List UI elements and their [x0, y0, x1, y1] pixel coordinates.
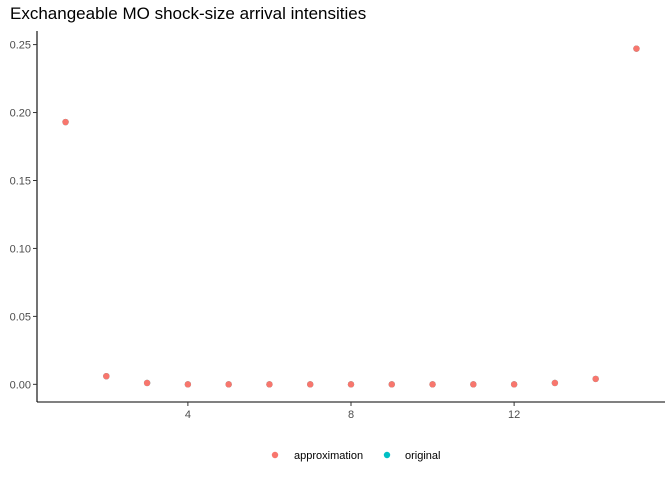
- legend: approximation original: [271, 450, 440, 462]
- data-point-approximation: [429, 381, 436, 388]
- y-tick-label: 0.10: [10, 243, 31, 255]
- data-point-approximation: [347, 381, 355, 388]
- y-tick-label: 0.15: [10, 175, 31, 187]
- y-tick-label: 0.20: [10, 108, 31, 120]
- data-point-approximation: [103, 372, 110, 380]
- data-point-approximation: [143, 379, 151, 387]
- data-point-approximation: [388, 381, 395, 388]
- data-point-approximation: [510, 381, 518, 388]
- data-point-approximation: [62, 118, 69, 126]
- x-tick-label: 4: [185, 409, 191, 421]
- legend-label-original: original: [405, 450, 440, 462]
- data-point-approximation: [307, 381, 314, 388]
- chart-title: Exchangeable MO shock-size arrival inten…: [10, 4, 367, 23]
- data-point-approximation: [592, 375, 599, 383]
- x-tick-label: 12: [508, 409, 520, 421]
- series-original-points: [62, 45, 640, 388]
- x-axis-ticks: 4 8 12: [185, 402, 520, 421]
- legend-key-approximation: [271, 451, 279, 459]
- data-point-approximation: [470, 381, 477, 388]
- data-point-approximation: [266, 381, 273, 388]
- data-point-approximation: [551, 379, 559, 387]
- y-axis-ticks: 0.00 0.05 0.10 0.15 0.20 0.25: [10, 40, 37, 391]
- y-tick-label: 0.00: [10, 379, 31, 391]
- data-point-approximation: [184, 381, 192, 388]
- data-point-approximation: [225, 381, 232, 388]
- y-tick-label: 0.25: [10, 40, 31, 52]
- series-approximation-points: [62, 45, 640, 388]
- y-tick-label: 0.05: [10, 311, 31, 323]
- data-point-approximation: [633, 45, 640, 52]
- legend-key-original: [383, 451, 391, 459]
- x-tick-label: 8: [348, 409, 354, 421]
- legend-label-approximation: approximation: [294, 450, 363, 462]
